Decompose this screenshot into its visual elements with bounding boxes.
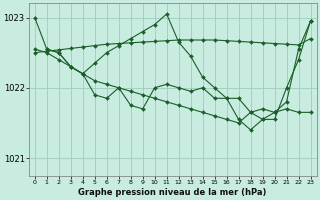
X-axis label: Graphe pression niveau de la mer (hPa): Graphe pression niveau de la mer (hPa) xyxy=(78,188,267,197)
